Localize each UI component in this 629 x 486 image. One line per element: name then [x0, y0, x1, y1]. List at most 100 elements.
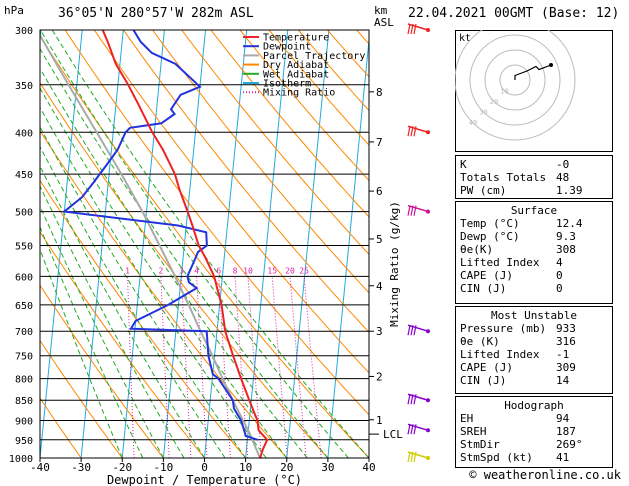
km-tick-label: 4 [376, 280, 383, 293]
km-unit: km [374, 4, 388, 17]
hodo-label: SREH [460, 425, 487, 438]
surface-value: 9.3 [556, 230, 576, 243]
pressure-tick-label: 400 [15, 128, 33, 139]
hodo-value: 187 [556, 425, 576, 438]
wind-barb [407, 393, 430, 405]
pressure-tick-label: 550 [15, 241, 33, 252]
surface-value: 0 [556, 269, 563, 282]
wind-barb [407, 23, 430, 35]
dry-adiabat-line [40, 339, 123, 458]
dry-adiabat-line [239, 30, 369, 182]
wet-adiabat-line [40, 145, 226, 458]
pressure-tick-label: 900 [15, 417, 33, 428]
hodograph-ring-label: 30 [479, 109, 487, 117]
mu-row: CIN (J) 14 [456, 374, 612, 387]
mixing-ratio-value-label: 20 [285, 266, 295, 275]
mu-value: 316 [556, 335, 576, 348]
mixing-ratio-value-label: 4 [194, 266, 199, 275]
dry-adiabat-line [40, 179, 246, 458]
pressure-tick-label: 600 [15, 272, 33, 283]
isotherm-line [0, 6, 2, 476]
lcl-label: LCL [383, 428, 403, 441]
mixing-ratio-line [289, 276, 307, 458]
mu-value: 933 [556, 322, 576, 335]
dry-adiabat-line [152, 30, 369, 294]
index-value: 1.39 [556, 184, 583, 197]
x-tick-label: 20 [280, 461, 293, 474]
mixing-ratio-value-label: 10 [243, 266, 253, 275]
surface-label: CAPE (J) [460, 269, 513, 282]
mixing-ratio-value-label: 2 [158, 266, 163, 275]
surface-row: Temp (°C) 12.4 [456, 217, 612, 230]
legend-item: Temperature [263, 33, 329, 44]
pressure-tick-label: 1000 [9, 454, 33, 465]
legend-item: Parcel Trajectory [263, 51, 365, 62]
hodo-row: StmDir 269° [456, 438, 612, 451]
isotherm-line [162, 30, 206, 458]
surface-label: Temp (°C) [460, 217, 520, 230]
index-row-tt: Totals Totals 48 [456, 171, 612, 184]
wind-barb [407, 204, 430, 216]
x-tick-label: -10 [153, 461, 173, 474]
wet-adiabat-line [40, 126, 247, 458]
mu-row: Lifted Index -1 [456, 348, 612, 361]
wind-barb [407, 451, 430, 463]
km-tick-label: 6 [376, 185, 383, 198]
mu-label: CIN (J) [460, 374, 507, 387]
isotherm-line [327, 34, 369, 458]
hodograph-ring-label: 10 [500, 88, 508, 96]
pressure-tick-label: 700 [15, 327, 33, 338]
legend-item: Dewpoint [263, 42, 311, 53]
x-tick-label: 30 [321, 461, 334, 474]
pressure-tick-label: 300 [15, 26, 33, 37]
km-tick-label: 3 [376, 325, 383, 338]
mixing-ratio-value-label: 1 [125, 266, 130, 275]
isotherm-line [245, 30, 289, 458]
legend-item: Dry Adiabat [263, 60, 329, 71]
copyright-footer[interactable]: © weatheronline.co.uk [469, 468, 621, 482]
hodograph-ring [484, 49, 546, 111]
basic-indices-box: K -0 Totals Totals 48 PW (cm) 1.39 [455, 155, 613, 199]
index-value: -0 [556, 158, 570, 171]
datetime-title: 22.04.2021 00GMT (Base: 12) [408, 6, 620, 21]
hodograph-trace [514, 64, 552, 80]
surface-label: CIN (J) [460, 282, 507, 295]
pressure-tick-label: 650 [15, 301, 33, 312]
km-tick-label: 2 [376, 370, 383, 383]
hodograph-ring-label: 20 [490, 98, 498, 106]
x-tick-label: -40 [30, 461, 50, 474]
index-value: 48 [556, 171, 570, 184]
hodo-row: StmSpd (kt) 41 [456, 451, 612, 464]
hodo-row: SREH 187 [456, 425, 612, 438]
hodo-row: EH 94 [456, 412, 612, 425]
mixing-ratio-line [196, 276, 208, 458]
legend-item: Isotherm [263, 79, 311, 90]
mu-value: 309 [556, 361, 576, 374]
isotherm-line [204, 30, 248, 458]
dry-adiabat-line [210, 30, 369, 218]
hodograph-kt-label: kt [459, 33, 471, 44]
index-label: Totals Totals [460, 171, 547, 184]
hodo-label: StmSpd (kt) [460, 451, 533, 464]
surface-box: Surface Temp (°C) 12.4 Dewp (°C) 9.3 θe(K)… [455, 201, 613, 304]
mixing-ratio-value-label: 15 [267, 266, 277, 275]
parcel-trajectory-line [40, 33, 261, 458]
mu-label: Lifted Index [460, 348, 540, 361]
surface-value: 308 [556, 243, 576, 256]
km-tick-label: 8 [376, 86, 383, 99]
hodograph-ring [455, 30, 576, 141]
index-row-k: K -0 [456, 158, 612, 171]
mixing-ratio-line [247, 276, 262, 458]
hodo-label: StmDir [460, 438, 500, 451]
hodograph-indices-box: Hodograph EH 94 SREH 187 StmDir 269° StmSpd… [455, 396, 613, 468]
mixing-ratio-line [271, 276, 288, 458]
isotherm-line [80, 30, 124, 458]
dry-adiabat-line [40, 397, 82, 458]
km-tick-label: 1 [376, 414, 383, 427]
surface-row: θe(K) 308 [456, 243, 612, 256]
pressure-tick-label: 800 [15, 375, 33, 386]
mixing-ratio-line [303, 276, 322, 458]
temperature-line [101, 30, 269, 458]
